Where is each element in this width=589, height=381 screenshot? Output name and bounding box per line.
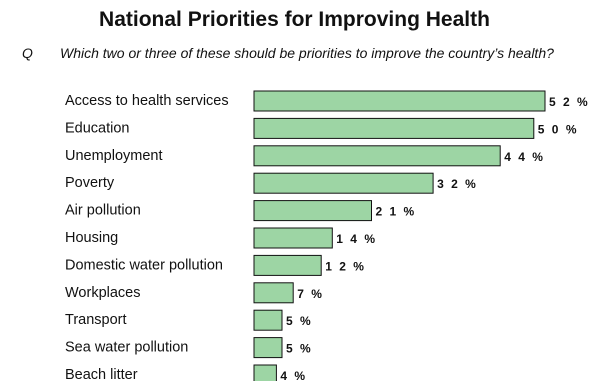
category-label: Transport [65,312,127,328]
value-label: 5 0 % [538,122,579,136]
category-label: Workplaces [65,285,140,301]
value-label: 4 4 % [504,150,545,164]
value-label: 5 % [286,342,313,356]
bar [253,254,322,276]
category-label: Air pollution [65,203,141,219]
bar [253,145,501,167]
question-text: Which two or three of these should be pr… [60,45,554,61]
bar [253,227,333,249]
category-label: Sea water pollution [65,340,188,356]
question-label: Q [22,45,33,61]
category-label: Access to health services [65,93,229,109]
category-label: Education [65,120,130,136]
bar [253,200,372,222]
bar [253,282,294,304]
value-label: 5 % [286,314,313,328]
value-label: 2 1 % [376,205,417,219]
value-label: 5 2 % [549,95,589,109]
category-label: Domestic water pollution [65,257,223,273]
bar [253,337,283,359]
value-label: 7 % [297,287,324,301]
value-label: 4 % [280,369,307,381]
value-label: 1 2 % [325,259,366,273]
bar [253,172,434,194]
bar [253,309,283,331]
category-label: Housing [65,230,118,246]
category-label: Beach litter [65,367,138,381]
value-label: 3 2 % [437,177,478,191]
chart-title: National Priorities for Improving Health [99,8,490,31]
value-label: 1 4 % [336,232,377,246]
bar [253,117,535,139]
category-label: Poverty [65,175,115,191]
category-label: Unemployment [65,148,163,164]
bar [253,364,277,381]
bar [253,90,546,112]
